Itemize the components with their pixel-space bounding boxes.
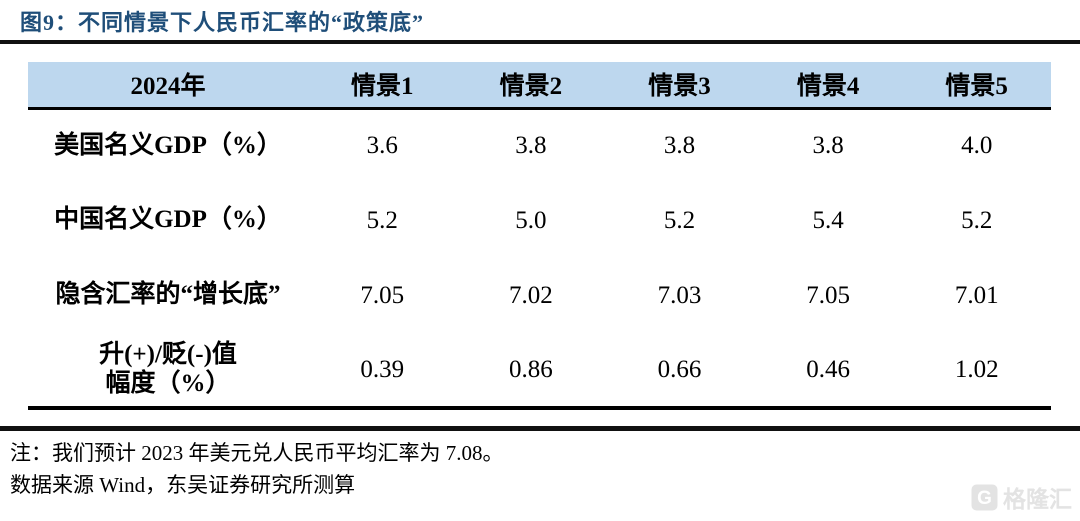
cell-value: 0.86 bbox=[456, 333, 606, 410]
cell-value: 5.0 bbox=[515, 206, 547, 234]
table-row-cn-gdp: 中国名义GDP（%） 5.2 5.0 5.2 5.4 5.2 bbox=[28, 183, 1051, 258]
cell-value: 7.05 bbox=[360, 281, 405, 309]
row-label: 中国名义GDP（%） bbox=[54, 206, 282, 234]
header-cell-scenario5: 情景5 bbox=[902, 62, 1051, 110]
cell-value: 3.8 bbox=[812, 132, 844, 160]
cell-value: 3.8 bbox=[515, 132, 547, 160]
top-rule-divider bbox=[0, 40, 1080, 44]
cell-value: 3.6 bbox=[366, 132, 398, 160]
header-cell-scenario1: 情景1 bbox=[308, 62, 457, 110]
bottom-rule-divider bbox=[0, 426, 1080, 431]
header-cell-scenario4: 情景4 bbox=[753, 62, 903, 110]
note-line-2: 数据来源 Wind，东吴证券研究所测算 bbox=[10, 473, 356, 497]
row-label: 升(+)/贬(-)值 幅度（%） bbox=[28, 333, 308, 410]
row-label: 隐含汇率的“增长底” bbox=[55, 281, 281, 309]
cell-value: 3.8 bbox=[663, 132, 696, 160]
figure-notes: 注：我们预计 2023 年美元兑人民币平均汇率为 7.08。 数据来源 Wind… bbox=[10, 437, 504, 501]
table-row-implied-rate: 隐含汇率的“增长底” 7.05 7.02 7.03 7.05 7.01 bbox=[28, 258, 1051, 333]
header-cell-year: 2024年 bbox=[28, 62, 308, 110]
scenario-table: 2024年 情景1 情景2 情景3 情景4 情景5 美国名义GDP（%） 3.6… bbox=[28, 62, 1051, 410]
cell-value: 5.2 bbox=[961, 206, 993, 234]
cell-value: 0.66 bbox=[605, 333, 754, 410]
table-row-us-gdp: 美国名义GDP（%） 3.6 3.8 3.8 3.8 4.0 bbox=[28, 108, 1051, 183]
note-line-1: 注：我们预计 2023 年美元兑人民币平均汇率为 7.08。 bbox=[10, 441, 504, 465]
cell-value: 5.2 bbox=[663, 206, 696, 234]
cell-value: 0.46 bbox=[753, 333, 903, 410]
cell-value: 0.39 bbox=[308, 333, 457, 410]
header-cell-scenario3: 情景3 bbox=[605, 62, 754, 110]
figure-title: 图9：不同情景下人民币汇率的“政策底” bbox=[20, 10, 425, 35]
cell-value: 7.05 bbox=[806, 281, 850, 309]
table-row-appreciation: 升(+)/贬(-)值 幅度（%） 0.39 0.86 0.66 0.46 1.0… bbox=[28, 333, 1051, 410]
svg-text:G: G bbox=[977, 488, 992, 509]
cell-value: 4.0 bbox=[961, 132, 993, 160]
cell-value: 7.02 bbox=[509, 281, 553, 309]
header-cell-scenario2: 情景2 bbox=[456, 62, 606, 110]
cell-value: 5.4 bbox=[812, 206, 844, 234]
cell-value: 5.2 bbox=[366, 206, 398, 234]
row-label: 美国名义GDP（%） bbox=[54, 131, 282, 159]
cell-value: 7.03 bbox=[657, 281, 702, 309]
gelonghui-logo-icon: G bbox=[971, 484, 998, 511]
watermark: G 格隆汇 bbox=[971, 480, 1072, 514]
cell-value: 1.02 bbox=[902, 333, 1051, 410]
table-header-row: 2024年 情景1 情景2 情景3 情景4 情景5 bbox=[28, 62, 1051, 110]
cell-value: 7.01 bbox=[954, 281, 999, 309]
watermark-text: 格隆汇 bbox=[1003, 486, 1072, 512]
